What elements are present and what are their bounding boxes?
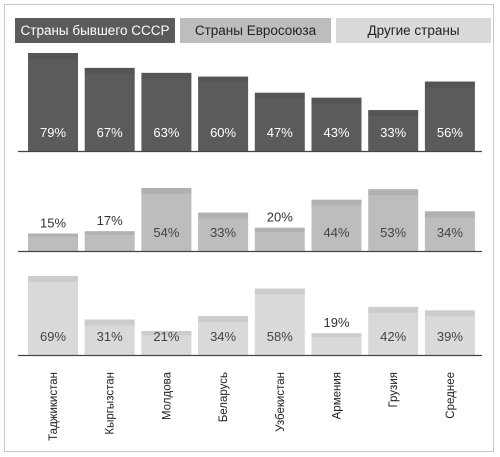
value-label-3-2: 31%	[97, 329, 123, 344]
value-label-3-6: 19%	[323, 315, 349, 330]
value-label-2-1: 15%	[40, 216, 66, 231]
category-label-1: Таджикистан	[48, 372, 60, 441]
bar-2-2	[84, 231, 135, 251]
bar-top-band-2-4	[198, 212, 249, 219]
bar-3-3	[141, 330, 192, 355]
bar-1-7	[368, 110, 419, 151]
bar-top-band-1-3	[141, 72, 192, 79]
legend-label-former-ussr: Страны бывшего СССР	[20, 23, 170, 38]
bar-3-4	[198, 316, 249, 355]
category-label-2: Кыргызстан	[105, 372, 117, 435]
category-label-5: Узбекистан	[275, 372, 287, 432]
value-label-2-8: 34%	[437, 225, 463, 240]
bar-top-band-1-1	[28, 53, 78, 59]
bar-1-8	[424, 81, 475, 151]
bar-top-band-2-8	[424, 211, 475, 218]
bar-3-6	[311, 333, 362, 355]
bar-3-7	[368, 306, 419, 355]
value-label-2-4: 33%	[210, 225, 236, 240]
bar-top-band-3-1	[28, 276, 78, 282]
bar-top-band-3-5	[254, 288, 305, 295]
value-label-2-6: 44%	[323, 225, 349, 240]
legend-item-former-ussr: Страны бывшего СССР	[15, 18, 175, 43]
bar-top-band-3-8	[424, 310, 475, 317]
bar-3-1	[28, 276, 78, 355]
bar-top-band-1-7	[368, 110, 419, 117]
bar-1-4	[198, 76, 249, 151]
bar-top-band-2-7	[368, 189, 419, 196]
category-label-8: Среднее	[445, 372, 457, 419]
bar-top-band-1-5	[254, 92, 305, 99]
bar-top-band-3-3	[141, 330, 192, 336]
bar-top-band-3-7	[368, 306, 419, 313]
bar-top-band-2-3	[141, 188, 192, 194]
bar-top-band-1-2	[84, 67, 135, 74]
value-label-1-7: 33%	[380, 125, 406, 140]
value-label-1-2: 67%	[97, 125, 123, 140]
bar-top-band-3-2	[84, 319, 135, 326]
bar-2-6	[311, 199, 362, 251]
value-label-2-2: 17%	[97, 213, 123, 228]
bar-top-band-2-2	[84, 231, 135, 235]
bar-3-5	[254, 288, 305, 355]
legend: Страны бывшего СССР Страны Евросоюза Дру…	[15, 18, 491, 43]
value-label-2-7: 53%	[380, 225, 406, 240]
value-label-1-3: 63%	[153, 125, 179, 140]
bar-top-band-1-6	[311, 97, 362, 104]
value-label-2-3: 54%	[153, 225, 179, 240]
bar-2-4	[198, 212, 249, 251]
category-label-4: Беларусь	[218, 372, 230, 422]
bar-1-2	[84, 67, 135, 151]
bar-top-band-2-1	[28, 233, 78, 237]
bar-top-band-3-4	[198, 316, 249, 323]
bar-2-5	[254, 227, 305, 251]
bar-3-8	[424, 310, 475, 355]
bar-1-3	[141, 72, 192, 151]
bar-3-2	[84, 319, 135, 355]
value-label-1-1: 79%	[40, 125, 66, 140]
value-label-3-5: 58%	[267, 329, 293, 344]
bar-top-band-1-8	[424, 81, 475, 88]
value-label-1-8: 56%	[437, 125, 463, 140]
value-label-1-5: 47%	[267, 125, 293, 140]
legend-item-eu: Страны Евросоюза	[180, 18, 331, 43]
value-label-2-5: 20%	[267, 210, 293, 225]
value-label-3-7: 42%	[380, 329, 406, 344]
category-label-7: Грузия	[388, 372, 400, 408]
bar-top-band-2-6	[311, 199, 362, 206]
legend-label-other: Другие страны	[367, 23, 460, 38]
bar-1-5	[254, 92, 305, 151]
value-label-3-4: 34%	[210, 329, 236, 344]
value-label-1-6: 43%	[323, 125, 349, 140]
bar-top-band-2-5	[254, 227, 305, 232]
bar-top-band-3-6	[311, 333, 362, 338]
bar-2-7	[368, 189, 419, 251]
value-label-3-1: 69%	[40, 329, 66, 344]
legend-label-eu: Страны Евросоюза	[194, 23, 317, 38]
bar-top-band-1-4	[198, 76, 249, 83]
value-label-1-4: 60%	[210, 125, 236, 140]
bar-2-8	[424, 211, 475, 251]
category-label-6: Армения	[332, 372, 344, 419]
bar-2-1	[28, 233, 78, 251]
bar-2-3	[141, 188, 192, 251]
value-label-3-8: 39%	[437, 329, 463, 344]
category-label-3: Молдова	[161, 371, 173, 420]
bar-1-1	[28, 53, 78, 151]
value-label-3-3: 21%	[153, 329, 179, 344]
bar-1-6	[311, 97, 362, 151]
legend-item-other: Другие страны	[336, 18, 491, 43]
